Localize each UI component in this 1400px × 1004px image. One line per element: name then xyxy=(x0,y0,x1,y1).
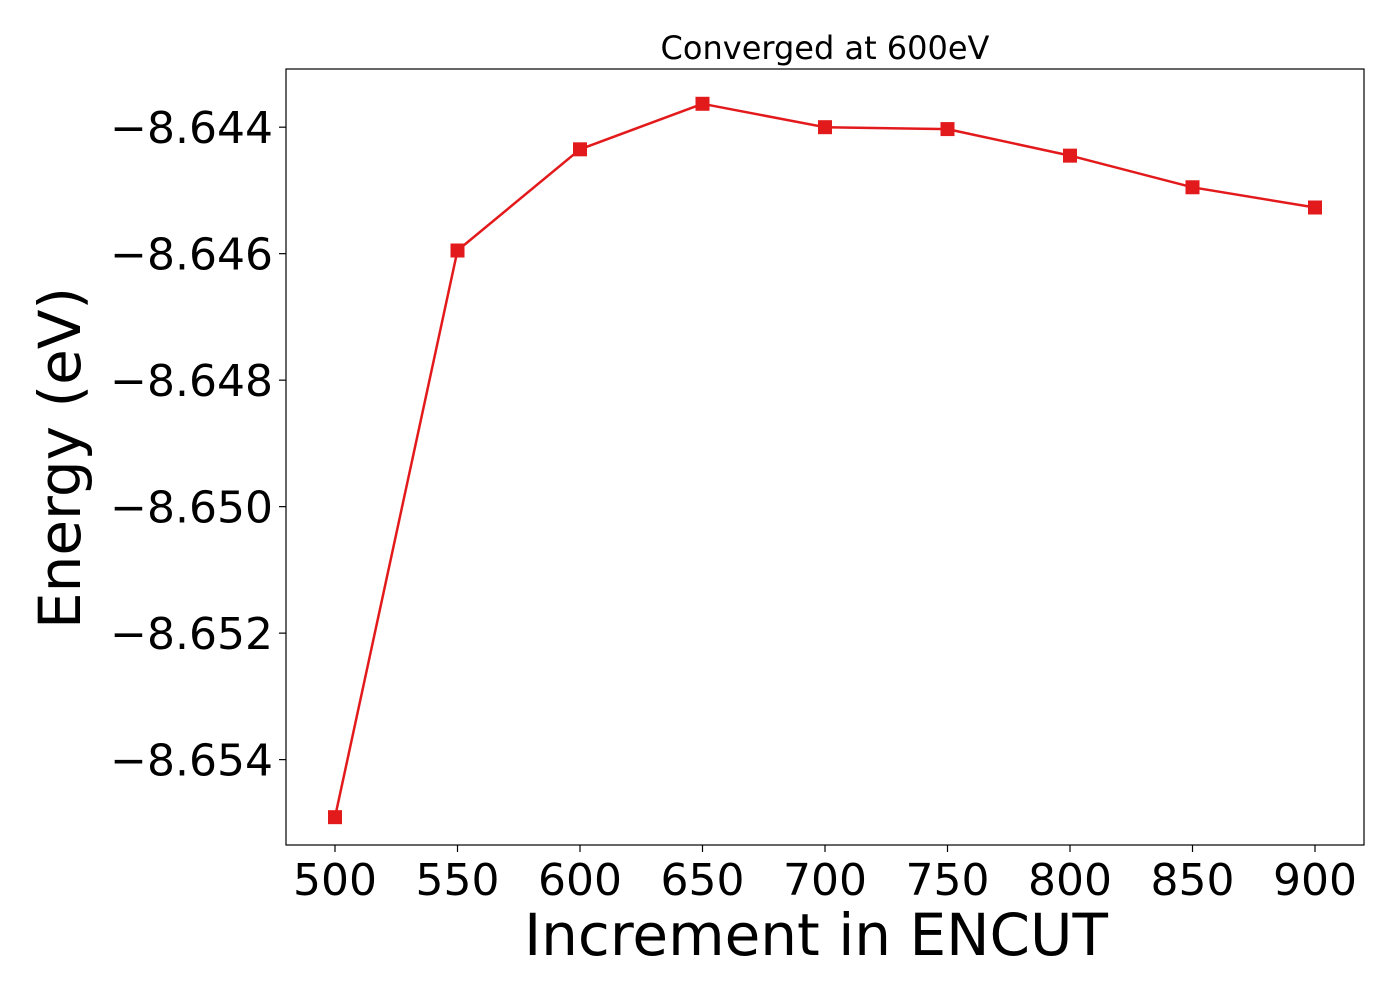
y-tick-label: −8.654 xyxy=(110,736,273,787)
x-tick-label: 650 xyxy=(661,855,745,906)
y-tick-label: −8.646 xyxy=(110,230,273,281)
x-tick-label: 500 xyxy=(293,855,377,906)
data-point xyxy=(328,810,342,825)
x-axis-label: Increment in ENCUT xyxy=(524,901,1108,969)
series-line xyxy=(333,102,1316,818)
y-axis: −8.644 −8.646 −8.648 −8.650 −8.652 −8.654 xyxy=(110,103,286,787)
x-tick-label: 750 xyxy=(906,855,990,906)
data-point xyxy=(1185,180,1200,195)
data-point xyxy=(1308,200,1322,215)
data-point xyxy=(695,96,710,111)
x-tick-label: 550 xyxy=(416,855,500,906)
x-axis: 500 550 600 650 700 750 800 850 900 xyxy=(293,845,1357,906)
y-tick-label: −8.650 xyxy=(110,483,273,534)
x-tick-label: 600 xyxy=(538,855,622,906)
data-point xyxy=(1063,148,1077,163)
data-point xyxy=(573,142,587,157)
chart-title: Converged at 600eV xyxy=(661,29,990,67)
data-point xyxy=(818,120,832,135)
x-tick-label: 850 xyxy=(1151,855,1235,906)
plot-area xyxy=(328,96,1322,825)
data-point xyxy=(940,122,955,137)
plot-frame xyxy=(285,68,1365,846)
y-axis-label: Energy (eV) xyxy=(26,287,94,629)
y-tick-label: −8.652 xyxy=(110,609,273,660)
y-tick-label: −8.648 xyxy=(110,356,273,407)
x-tick-label: 900 xyxy=(1273,855,1357,906)
data-point xyxy=(450,243,465,258)
x-tick-label: 800 xyxy=(1028,855,1112,906)
x-tick-label: 700 xyxy=(783,855,867,906)
y-tick-label: −8.644 xyxy=(110,103,273,154)
